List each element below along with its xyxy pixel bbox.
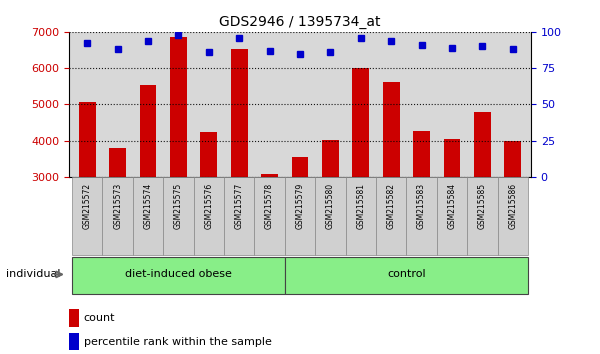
Bar bbox=[474, 113, 491, 177]
Bar bbox=[467, 177, 497, 255]
Title: GDS2946 / 1395734_at: GDS2946 / 1395734_at bbox=[219, 16, 381, 29]
Bar bbox=[437, 177, 467, 255]
Bar bbox=[109, 148, 126, 177]
Bar bbox=[285, 177, 315, 255]
Text: control: control bbox=[387, 269, 425, 279]
Bar bbox=[79, 102, 95, 177]
Bar bbox=[322, 140, 339, 177]
Text: GSM215575: GSM215575 bbox=[174, 183, 183, 229]
Bar bbox=[505, 142, 521, 177]
Text: percentile rank within the sample: percentile rank within the sample bbox=[84, 337, 272, 347]
Bar bbox=[352, 68, 369, 177]
Bar bbox=[231, 49, 248, 177]
Bar bbox=[72, 257, 285, 293]
Bar bbox=[497, 177, 528, 255]
Bar bbox=[443, 138, 460, 177]
Bar bbox=[346, 177, 376, 255]
Text: count: count bbox=[84, 313, 115, 323]
Bar bbox=[261, 174, 278, 177]
Bar bbox=[285, 257, 528, 293]
Text: GSM215578: GSM215578 bbox=[265, 183, 274, 229]
Text: GSM215579: GSM215579 bbox=[296, 183, 305, 229]
Text: GSM215580: GSM215580 bbox=[326, 183, 335, 229]
Bar bbox=[170, 36, 187, 177]
Text: GSM215582: GSM215582 bbox=[386, 183, 395, 229]
Bar bbox=[103, 177, 133, 255]
Text: GSM215576: GSM215576 bbox=[205, 183, 214, 229]
Text: GSM215573: GSM215573 bbox=[113, 183, 122, 229]
Bar bbox=[383, 82, 400, 177]
Text: GSM215574: GSM215574 bbox=[143, 183, 152, 229]
Text: GSM215577: GSM215577 bbox=[235, 183, 244, 229]
Bar bbox=[406, 177, 437, 255]
Text: GSM215585: GSM215585 bbox=[478, 183, 487, 229]
Bar bbox=[413, 131, 430, 177]
Text: GSM215586: GSM215586 bbox=[508, 183, 517, 229]
Text: diet-induced obese: diet-induced obese bbox=[125, 269, 232, 279]
Bar bbox=[292, 157, 308, 177]
Bar bbox=[69, 309, 79, 327]
Bar bbox=[224, 177, 254, 255]
Bar bbox=[140, 85, 157, 177]
Text: individual: individual bbox=[5, 269, 60, 279]
Bar bbox=[69, 333, 79, 350]
Bar bbox=[200, 132, 217, 177]
Text: GSM215583: GSM215583 bbox=[417, 183, 426, 229]
Bar bbox=[133, 177, 163, 255]
Bar bbox=[72, 177, 103, 255]
Text: GSM215584: GSM215584 bbox=[448, 183, 457, 229]
Text: GSM215581: GSM215581 bbox=[356, 183, 365, 229]
Text: GSM215572: GSM215572 bbox=[83, 183, 92, 229]
Bar bbox=[315, 177, 346, 255]
Bar bbox=[194, 177, 224, 255]
Bar bbox=[163, 177, 194, 255]
Bar bbox=[376, 177, 406, 255]
Bar bbox=[254, 177, 285, 255]
